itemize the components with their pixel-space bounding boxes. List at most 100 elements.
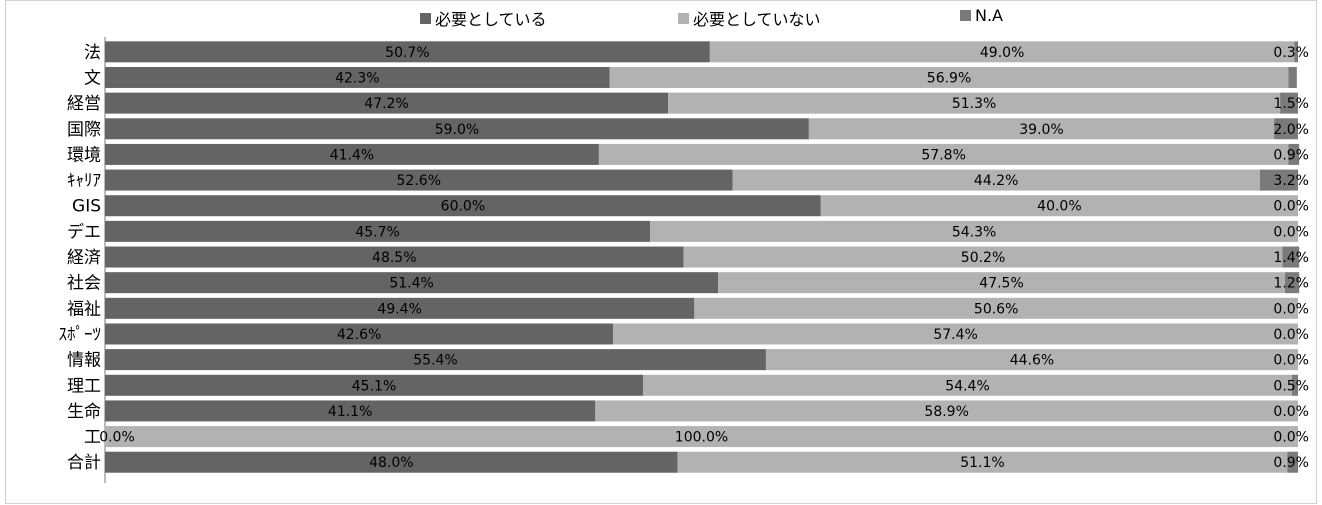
category-label: 情報 <box>67 351 101 371</box>
bar-segment-na <box>1280 92 1298 114</box>
bar-segment-not-needed <box>643 374 1293 396</box>
data-label-not-needed: 54.4% <box>945 378 989 394</box>
bar-segment-needed <box>105 349 766 371</box>
data-label-needed: 48.5% <box>372 250 416 266</box>
bar-segment-not-needed <box>709 41 1295 63</box>
category-label: 経営 <box>67 94 101 114</box>
legend-item-not-needed: 必要としていない <box>678 6 821 30</box>
bar-segment-not-needed <box>613 323 1298 345</box>
data-label-needed: 41.1% <box>328 404 372 420</box>
category-label: ｽﾎﾟｰﾂ <box>59 325 102 345</box>
category-label: ｷｬﾘｱ <box>67 171 101 191</box>
data-label-needed: 60.0% <box>441 199 485 215</box>
data-label-not-needed: 47.5% <box>979 276 1023 292</box>
bar-segment-not-needed <box>820 195 1298 217</box>
category-label: 経済 <box>67 248 101 268</box>
bar-segment-na <box>1282 246 1300 268</box>
legend-item-needed: 必要としている <box>420 6 547 30</box>
bar-segment-not-needed <box>650 220 1298 242</box>
bar-segment-needed <box>105 220 651 242</box>
category-label: 合計 <box>67 453 101 473</box>
data-label-not-needed: 58.9% <box>924 404 968 420</box>
data-label-not-needed: 44.6% <box>1010 353 1054 369</box>
data-label-needed: 49.4% <box>377 301 421 317</box>
bar-segment-needed <box>105 451 678 473</box>
data-label-not-needed: 44.2% <box>974 173 1018 189</box>
bar-segment-needed <box>105 66 610 88</box>
data-label-na: 0.0% <box>1273 353 1309 369</box>
data-label-not-needed: 50.6% <box>974 301 1018 317</box>
category-label: 生命 <box>67 402 101 422</box>
legend: 必要としている 必要としていない N.A <box>0 6 1322 30</box>
bar-segment-na <box>1259 169 1298 191</box>
bar-segment-needed <box>105 143 599 165</box>
legend-label-not-needed: 必要としていない <box>693 10 821 29</box>
data-label-na: 0.0% <box>1273 301 1309 317</box>
data-label-needed: 0.0% <box>99 430 135 446</box>
data-label-not-needed: 39.0% <box>1019 122 1063 138</box>
bar-segment-needed <box>105 246 684 268</box>
category-label: 法 <box>84 43 101 63</box>
data-label-not-needed: 50.2% <box>961 250 1005 266</box>
data-label-not-needed: 57.8% <box>921 147 965 163</box>
bar-segment-not-needed <box>683 246 1283 268</box>
data-label-not-needed: 100.0% <box>675 430 728 446</box>
data-label-na: 0.0% <box>1273 430 1309 446</box>
data-label-not-needed: 49.0% <box>980 45 1024 61</box>
legend-item-na: N.A <box>960 6 1003 25</box>
bar-segment-na <box>1288 143 1300 165</box>
legend-label-needed: 必要としている <box>435 10 547 29</box>
data-label-na: 0.0% <box>1273 224 1309 240</box>
bar-segment-not-needed <box>595 400 1298 422</box>
data-label-needed: 50.7% <box>385 45 429 61</box>
data-label-needed: 45.7% <box>355 224 399 240</box>
data-label-needed: 55.4% <box>413 353 457 369</box>
bar-segment-not-needed <box>732 169 1260 191</box>
bar-segment-not-needed <box>765 349 1298 371</box>
data-label-na: 1.2% <box>1273 276 1309 292</box>
category-label: GIS <box>72 197 101 217</box>
data-label-not-needed: 40.0% <box>1037 199 1081 215</box>
data-label-na: 3.2% <box>1273 173 1309 189</box>
bar-segment-na <box>1288 66 1297 88</box>
legend-swatch-not-needed <box>678 12 689 24</box>
bar-segment-not-needed <box>668 92 1281 114</box>
category-label: 福祉 <box>67 299 101 319</box>
bar-segment-na <box>1274 118 1298 140</box>
bar-segment-needed <box>105 323 614 345</box>
data-label-needed: 42.3% <box>335 70 379 86</box>
data-label-na: 0.5% <box>1273 378 1309 394</box>
data-label-na: 0.3% <box>1273 45 1309 61</box>
bar-segment-not-needed <box>677 451 1288 473</box>
bar-segment-needed <box>105 41 710 63</box>
data-label-needed: 51.4% <box>389 276 433 292</box>
bar-segment-needed <box>105 297 695 319</box>
data-label-needed: 41.4% <box>330 147 374 163</box>
bar-segment-not-needed <box>718 272 1285 294</box>
bar-segment-not-needed <box>694 297 1298 319</box>
category-label: 国際 <box>67 120 101 140</box>
category-label: 文 <box>84 68 101 88</box>
legend-label-na: N.A <box>975 6 1003 25</box>
bar-segment-needed <box>105 92 669 114</box>
data-label-na: 0.0% <box>1273 404 1309 420</box>
data-label-not-needed: 51.3% <box>952 96 996 112</box>
data-label-not-needed: 56.9% <box>927 70 971 86</box>
bar-segment-not-needed <box>598 143 1289 165</box>
data-label-na: 1.5% <box>1273 96 1309 112</box>
bar-segment-needed <box>105 195 821 217</box>
bar-segment-na <box>1292 374 1298 396</box>
data-label-not-needed: 51.1% <box>960 455 1004 471</box>
bar-segment-not-needed <box>808 118 1275 140</box>
bar-segment-needed <box>105 118 809 140</box>
data-label-needed: 52.6% <box>397 173 441 189</box>
data-label-needed: 45.1% <box>352 378 396 394</box>
category-label: 工 <box>84 428 101 448</box>
data-label-needed: 48.0% <box>369 455 413 471</box>
data-label-needed: 42.6% <box>337 327 381 343</box>
bar-segment-na <box>1294 41 1298 63</box>
bar-segment-not-needed <box>609 66 1289 88</box>
bar-segment-needed <box>105 400 596 422</box>
category-label: 環境 <box>67 145 101 165</box>
